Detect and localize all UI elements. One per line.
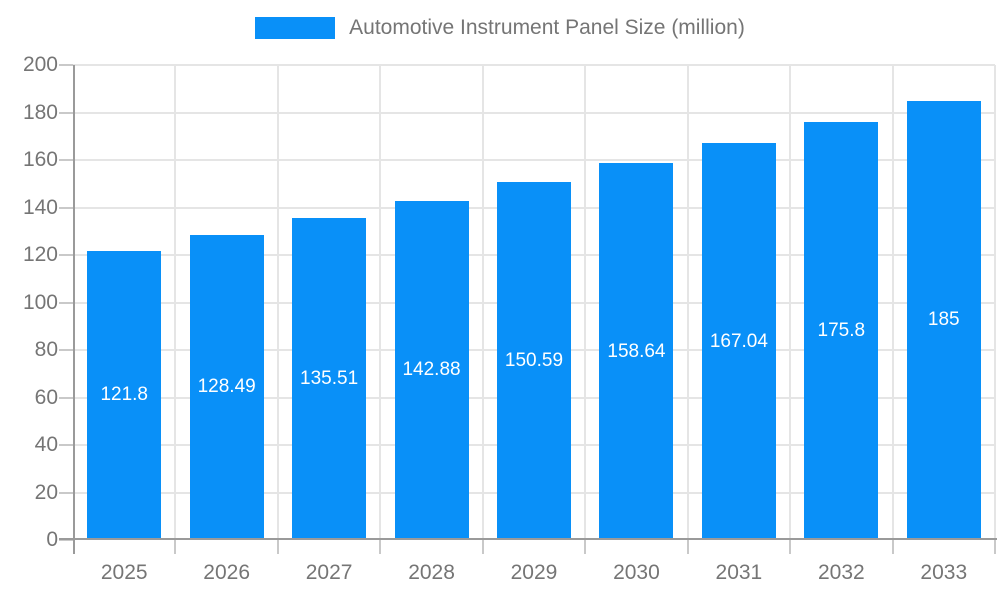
- y-axis-label: 200: [22, 53, 58, 76]
- bar-2027[interactable]: [292, 218, 367, 540]
- y-axis-label: 140: [22, 195, 58, 219]
- category-gridline: [789, 65, 792, 540]
- bar-value-label: 175.8: [817, 320, 866, 342]
- category-gridline: [584, 65, 587, 540]
- y-axis-line: [73, 65, 75, 554]
- y-gridline: [73, 64, 995, 66]
- x-axis-label: 2026: [203, 561, 251, 584]
- bar-value-label: 185: [927, 309, 960, 331]
- y-axis-label: 40: [34, 433, 58, 456]
- bar-2026[interactable]: [189, 234, 264, 540]
- y-axis-label: 120: [22, 243, 58, 266]
- y-axis-tick: [59, 491, 73, 494]
- bar-2032[interactable]: [804, 122, 879, 540]
- x-axis-tick: [891, 540, 894, 554]
- y-gridline: [73, 159, 995, 161]
- y-axis-tick: [59, 64, 73, 66]
- x-axis-label: 2029: [510, 561, 558, 584]
- bar-2025[interactable]: [87, 250, 162, 540]
- x-axis-tick: [379, 540, 382, 554]
- y-axis-tick: [59, 301, 73, 304]
- x-axis-tick: [276, 540, 279, 554]
- category-gridline: [994, 65, 996, 540]
- legend-series-swatch-icon: [255, 17, 336, 39]
- y-axis-tick: [59, 396, 73, 399]
- y-axis-label: 80: [34, 338, 58, 361]
- bar-value-label: 121.8: [100, 384, 148, 406]
- x-axis-tick: [994, 540, 996, 554]
- bar-value-label: 167.04: [709, 330, 768, 352]
- y-axis-label: 100: [22, 290, 58, 314]
- y-axis-tick: [59, 444, 73, 446]
- y-axis-tick: [59, 254, 73, 256]
- x-axis-tick: [481, 540, 484, 554]
- y-axis-label: 20: [34, 480, 58, 504]
- x-axis-line: [59, 538, 997, 540]
- bar-2028[interactable]: [394, 200, 469, 540]
- y-axis-label: 60: [34, 385, 58, 409]
- category-gridline: [481, 65, 484, 540]
- x-axis-tick: [174, 540, 177, 554]
- x-axis-label: 2025: [100, 561, 148, 584]
- x-axis-tick: [584, 540, 587, 554]
- x-axis-label: 2030: [613, 561, 660, 584]
- bar-value-label: 128.49: [197, 376, 256, 398]
- x-axis-label: 2032: [817, 561, 865, 584]
- plot-area: 0 20 40 60 80 100 120 140 160 180 200 121.8 2025 128.…: [23, 53, 997, 584]
- chart-legend[interactable]: Automotive Instrument Panel Size (millio…: [0, 16, 1000, 40]
- y-axis-tick: [59, 159, 73, 161]
- y-axis-label: 180: [22, 100, 58, 124]
- category-gridline: [174, 65, 177, 540]
- x-axis-label: 2031: [715, 561, 763, 584]
- x-axis-label: 2027: [305, 561, 353, 584]
- x-axis-tick: [686, 540, 689, 554]
- bar-2033[interactable]: [906, 100, 981, 540]
- y-axis-tick: [59, 539, 73, 541]
- category-gridline: [686, 65, 689, 540]
- y-axis-tick: [59, 111, 73, 114]
- y-axis-tick: [59, 206, 73, 209]
- x-axis-tick: [789, 540, 792, 554]
- y-axis-label: 0: [46, 528, 58, 551]
- y-axis-label: 160: [22, 148, 58, 171]
- bar-2031[interactable]: [701, 143, 776, 540]
- bar-value-label: 142.88: [402, 359, 461, 381]
- bar-value-label: 135.51: [300, 368, 359, 390]
- y-gridline: [73, 111, 995, 114]
- x-axis-label: 2033: [920, 561, 968, 584]
- bar-value-label: 158.64: [607, 340, 666, 362]
- legend-label: Automotive Instrument Panel Size (millio…: [349, 16, 745, 39]
- x-axis-label: 2028: [408, 561, 455, 584]
- category-gridline: [891, 65, 894, 540]
- bar-value-label: 150.59: [504, 350, 564, 372]
- bar-2029[interactable]: [497, 182, 571, 540]
- category-gridline: [276, 65, 279, 540]
- bar-2030[interactable]: [599, 163, 674, 540]
- y-axis-tick: [59, 349, 73, 351]
- category-gridline: [379, 65, 382, 540]
